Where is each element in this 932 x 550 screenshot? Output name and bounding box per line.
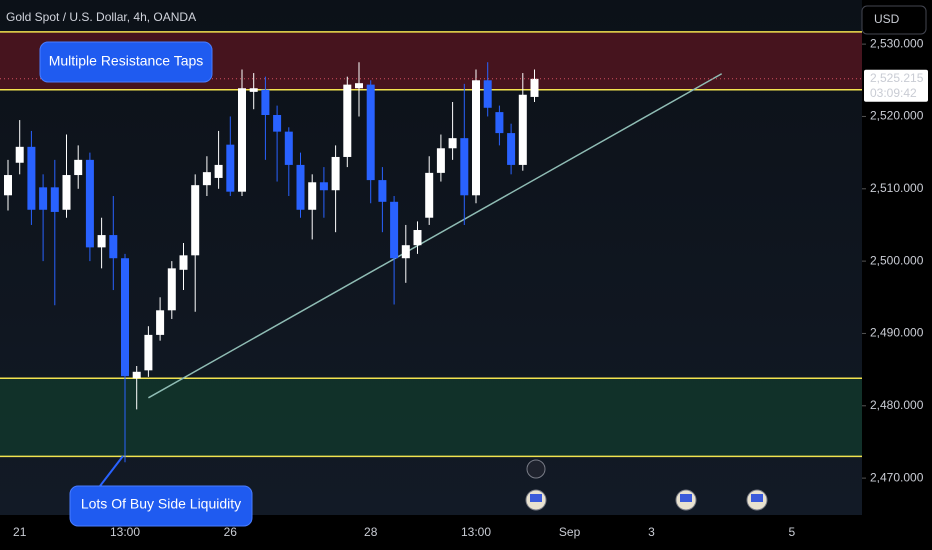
candle-body [331, 156, 340, 191]
candle-body [530, 78, 539, 97]
candle-body [436, 148, 445, 173]
candle-body [97, 235, 106, 248]
candle-body [343, 84, 352, 157]
candle-body [156, 310, 165, 335]
candle-body [483, 80, 492, 108]
zone [0, 378, 862, 457]
currency-button[interactable] [861, 5, 927, 35]
candle-body [132, 371, 141, 379]
currency-label[interactable]: USD [874, 12, 900, 26]
x-tick-label: 13:00 [110, 525, 140, 539]
candle-body [308, 182, 317, 210]
x-tick-label: 28 [364, 525, 378, 539]
candle-body [62, 175, 71, 210]
trendline [148, 73, 723, 399]
y-tick-label: 2,510.000 [870, 181, 924, 195]
candle-body [214, 164, 223, 178]
candle-body [507, 133, 516, 165]
y-tick-label: 2,470.000 [870, 470, 924, 484]
y-tick-label: 2,480.000 [870, 398, 924, 412]
flag-icon [751, 494, 763, 502]
last-price-label: 2,525.215 [870, 71, 924, 85]
candle-body [144, 334, 153, 371]
candle-body [121, 258, 129, 377]
last-price-box [864, 69, 928, 102]
candle-body [4, 175, 12, 196]
x-tick-label: Sep [559, 525, 581, 539]
candle-body [390, 201, 399, 259]
candle-body [366, 84, 375, 181]
x-tick-label: 13:00 [461, 525, 491, 539]
candle-body [319, 182, 328, 191]
candle-body [448, 138, 457, 149]
candle-body [191, 185, 200, 256]
candle-body [355, 83, 363, 89]
candle-body [15, 146, 24, 163]
candle-body [472, 80, 480, 196]
candle-body [518, 94, 527, 165]
chart-title: Gold Spot / U.S. Dollar, 4h, OANDA [6, 10, 196, 24]
candle-body [226, 144, 235, 192]
annotation-box [39, 41, 213, 83]
candle-body [425, 172, 434, 218]
flag-icon [680, 494, 692, 502]
x-tick-label: 21 [13, 525, 27, 539]
annotation-pointer [99, 455, 124, 487]
candle-body [378, 180, 387, 202]
candle-body [284, 131, 293, 165]
y-tick-label: 2,520.000 [870, 109, 924, 123]
candle-body [39, 187, 48, 210]
candle-body [167, 268, 176, 311]
y-tick-label: 2,530.000 [870, 36, 924, 50]
y-tick-label: 2,490.000 [870, 326, 924, 340]
candle-body [460, 138, 469, 196]
candle-body [495, 112, 504, 134]
candle-body [74, 159, 83, 176]
x-tick-label: 26 [224, 525, 238, 539]
annotation: Multiple Resistance Taps [49, 53, 204, 69]
candle-body [27, 146, 36, 210]
y-tick-label: 2,500.000 [870, 253, 924, 267]
candle-body [179, 255, 188, 270]
event-icon [526, 459, 546, 479]
candle-body [85, 159, 94, 248]
candle-body [249, 88, 258, 92]
flag-icon [530, 494, 542, 502]
candle-body [238, 88, 246, 192]
candle-body [50, 187, 59, 212]
candle-body [296, 164, 305, 210]
x-tick-label: 3 [648, 525, 655, 539]
candle-body [202, 172, 211, 186]
candle-body [109, 235, 118, 259]
countdown: 03:09:42 [870, 86, 917, 100]
annotation-box [69, 485, 253, 527]
candle-body [273, 115, 282, 132]
candle-body [401, 245, 410, 259]
x-tick-label: 5 [789, 525, 796, 539]
candle-body [413, 230, 422, 246]
candle-body [261, 89, 270, 116]
annotation: Lots Of Buy Side Liquidity [81, 496, 241, 512]
